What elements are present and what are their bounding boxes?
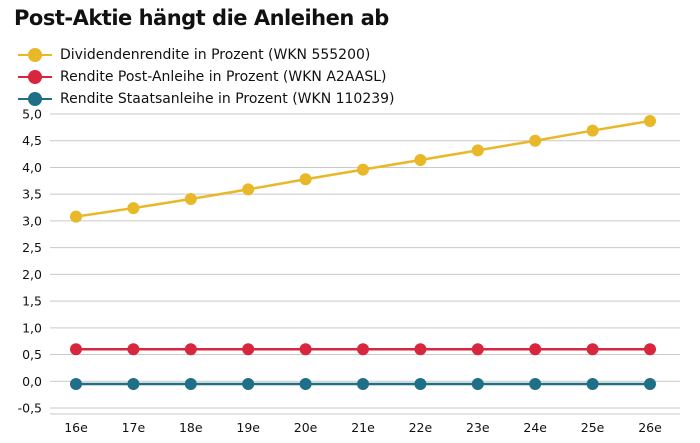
data-point bbox=[586, 377, 599, 390]
legend-label-post-anleihe: Rendite Post-Anleihe in Prozent (WKN A2A… bbox=[60, 69, 387, 85]
y-tick-label: -0,5 bbox=[18, 401, 42, 416]
y-tick-label: 3,5 bbox=[22, 187, 42, 202]
data-point bbox=[414, 377, 427, 390]
legend-label-dividendenrendite: Dividendenrendite in Prozent (WKN 555200… bbox=[60, 47, 371, 63]
y-tick-label: 4,5 bbox=[22, 133, 42, 148]
data-point bbox=[70, 210, 82, 223]
legend-swatch-dividendenrendite bbox=[18, 48, 52, 62]
x-tick-label: 22e bbox=[409, 420, 433, 435]
data-point bbox=[299, 377, 312, 390]
chart-title: Post-Aktie hängt die Anleihen ab bbox=[14, 6, 389, 30]
x-tick-label: 26e bbox=[638, 420, 662, 435]
y-tick-label: 3,0 bbox=[22, 213, 42, 228]
data-point bbox=[414, 153, 427, 166]
legend-swatch-staatsanleihe bbox=[18, 92, 52, 106]
data-point bbox=[357, 343, 369, 356]
data-point bbox=[184, 192, 197, 205]
data-point bbox=[299, 173, 312, 186]
data-point bbox=[529, 134, 542, 147]
y-tick-label: 4,0 bbox=[22, 160, 42, 175]
data-point bbox=[414, 343, 427, 356]
data-point bbox=[529, 343, 542, 356]
data-point bbox=[299, 343, 312, 356]
y-tick-label: 2,0 bbox=[22, 267, 42, 282]
data-point bbox=[242, 377, 255, 390]
x-tick-label: 24e bbox=[523, 420, 547, 435]
y-tick-label: 2,5 bbox=[22, 240, 42, 255]
data-point bbox=[70, 377, 82, 390]
data-point bbox=[70, 343, 82, 356]
y-tick-label: 0,5 bbox=[22, 347, 42, 362]
y-tick-label: 0,0 bbox=[22, 374, 42, 389]
data-point bbox=[127, 202, 140, 215]
y-tick-label: 1,0 bbox=[22, 320, 42, 335]
data-point bbox=[242, 343, 255, 356]
legend-swatch-post-anleihe bbox=[18, 70, 52, 84]
data-point bbox=[471, 343, 484, 356]
legend-item-staatsanleihe: Rendite Staatsanleihe in Prozent (WKN 11… bbox=[18, 88, 395, 110]
data-point bbox=[184, 377, 197, 390]
data-point bbox=[529, 377, 542, 390]
x-tick-label: 21e bbox=[351, 420, 375, 435]
legend-item-post-anleihe: Rendite Post-Anleihe in Prozent (WKN A2A… bbox=[18, 66, 395, 88]
x-tick-label: 19e bbox=[236, 420, 260, 435]
data-point bbox=[644, 114, 656, 127]
data-point bbox=[586, 343, 599, 356]
data-point bbox=[242, 183, 255, 196]
data-point bbox=[184, 343, 197, 356]
x-tick-label: 16e bbox=[64, 420, 88, 435]
x-tick-label: 18e bbox=[179, 420, 203, 435]
chart-legend: Dividendenrendite in Prozent (WKN 555200… bbox=[18, 44, 395, 110]
data-point bbox=[471, 144, 484, 157]
data-point bbox=[357, 377, 369, 390]
data-point bbox=[127, 377, 140, 390]
data-point bbox=[644, 343, 656, 356]
data-point bbox=[357, 163, 369, 176]
legend-item-dividendenrendite: Dividendenrendite in Prozent (WKN 555200… bbox=[18, 44, 395, 66]
y-tick-label: 1,5 bbox=[22, 294, 42, 309]
data-point bbox=[471, 377, 484, 390]
data-point bbox=[644, 377, 656, 390]
x-tick-label: 25e bbox=[581, 420, 605, 435]
x-tick-label: 23e bbox=[466, 420, 490, 435]
x-tick-label: 20e bbox=[294, 420, 318, 435]
legend-label-staatsanleihe: Rendite Staatsanleihe in Prozent (WKN 11… bbox=[60, 91, 395, 107]
data-point bbox=[127, 343, 140, 356]
data-point bbox=[586, 124, 599, 137]
x-tick-label: 17e bbox=[122, 420, 146, 435]
y-tick-label: 5,0 bbox=[22, 107, 42, 122]
